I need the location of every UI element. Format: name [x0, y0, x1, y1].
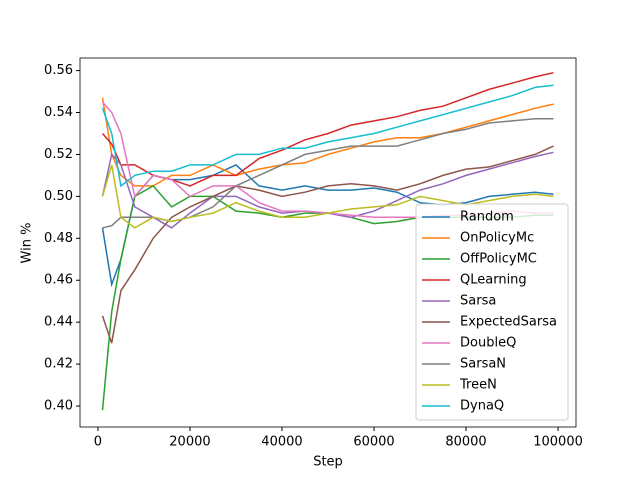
x-tick-label: 0 [94, 435, 102, 450]
legend-box [415, 203, 569, 421]
legend-label: QLearning [460, 273, 527, 288]
legend-label: Random [460, 210, 514, 225]
x-tick-label: 60000 [353, 435, 394, 450]
y-tick-label: 0.48 [44, 231, 73, 246]
legend-label: Sarsa [460, 294, 496, 309]
legend: Random OnPolicyMc OffPolicyMC QLearning Sars… [415, 203, 569, 421]
y-axis-label: Win % [20, 223, 35, 264]
series-line [101, 84, 554, 188]
legend-label: OnPolicyMc [460, 231, 534, 246]
y-tick-label: 0.42 [44, 357, 73, 372]
y-tick-label: 0.52 [44, 147, 73, 162]
legend-label: ExpectedSarsa [460, 315, 557, 330]
y-tick-label: 0.54 [44, 105, 73, 120]
y-tick-label: 0.56 [44, 63, 73, 78]
legend-label: TreeN [459, 378, 497, 393]
x-tick-label: 80000 [445, 435, 486, 450]
legend-label: OffPolicyMC [460, 252, 537, 267]
x-axis-label: Step [313, 455, 343, 470]
y-tick-label: 0.44 [44, 315, 73, 330]
series-line [101, 97, 554, 187]
y-tick-label: 0.50 [44, 189, 73, 204]
y-tick-label: 0.40 [44, 399, 73, 414]
series-line [101, 164, 554, 229]
series-line [101, 145, 554, 344]
legend-label: SarsaN [460, 357, 506, 372]
plot-frame [79, 57, 577, 428]
x-tick-label: 40000 [261, 435, 302, 450]
x-tick-label: 100000 [533, 435, 583, 450]
legend-label: DynaQ [460, 399, 504, 414]
legend-label: DoubleQ [460, 336, 516, 351]
y-tick-label: 0.46 [44, 273, 73, 288]
series-line [102, 118, 554, 229]
x-tick-label: 20000 [169, 435, 210, 450]
